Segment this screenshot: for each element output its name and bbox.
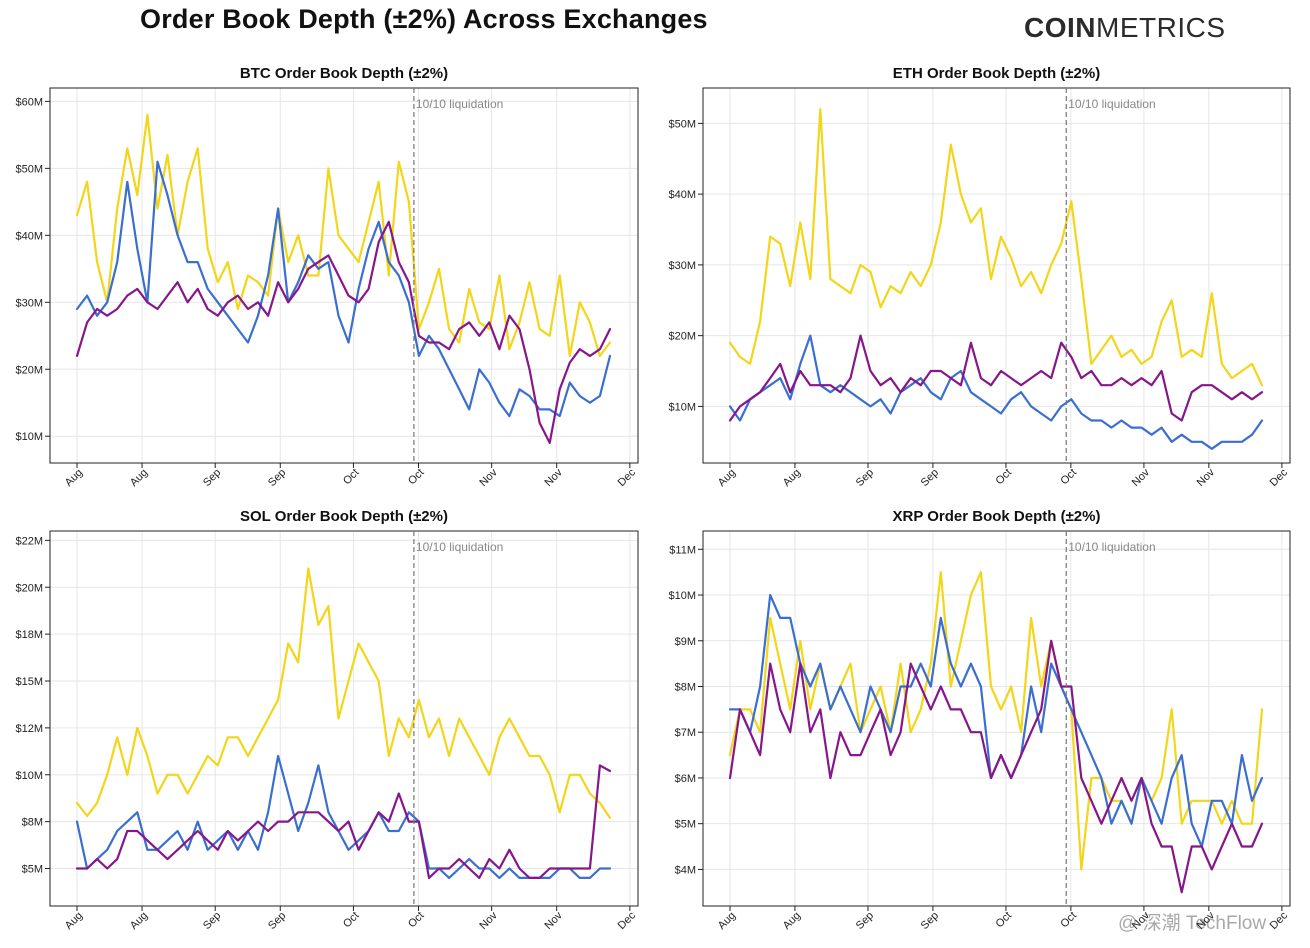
logo-text-light: METRICS	[1096, 12, 1226, 43]
y-tick-label: $20M	[15, 364, 43, 376]
coinmetrics-logo: COINMETRICS	[1024, 12, 1226, 44]
y-tick-label: $5M	[22, 864, 43, 876]
y-tick-label: $8M	[22, 817, 43, 829]
series-line-yellow	[75, 567, 612, 819]
chart-title: BTC Order Book Depth (±2%)	[240, 65, 448, 82]
chart-title: SOL Order Book Depth (±2%)	[240, 508, 448, 525]
x-tick-label: Sep	[201, 910, 223, 932]
page-title: Order Book Depth (±2%) Across Exchanges	[140, 4, 708, 34]
series-line-blue	[728, 334, 1264, 450]
y-tick-label: $12M	[15, 723, 43, 735]
x-tick-label: Oct	[1058, 910, 1079, 931]
y-tick-label: $22M	[15, 535, 43, 547]
chart-panel-2: $5M $8M $10M $12M $15M $18M $20M $22M Aug Aug Sep S…	[15, 508, 639, 932]
x-tick-label: Nov	[542, 466, 565, 489]
x-tick-label: Nov	[477, 466, 500, 489]
series-line-purple	[728, 334, 1264, 422]
x-tick-label: Nov	[1130, 909, 1153, 932]
plot-frame	[702, 87, 1291, 464]
series-line-yellow	[75, 113, 612, 357]
x-tick-label: Sep	[266, 467, 288, 489]
y-tick-label: $11M	[669, 544, 696, 556]
series-line-blue	[75, 754, 612, 879]
series-line-purple	[75, 220, 612, 444]
y-tick-label: $5M	[675, 819, 696, 831]
y-tick-label: $6M	[675, 773, 696, 785]
y-tick-label: $50M	[668, 118, 696, 130]
plot-frame	[49, 87, 639, 464]
y-tick-label: $18M	[15, 629, 43, 641]
x-tick-label: Dec	[1268, 909, 1291, 932]
y-tick-label: $10M	[15, 770, 43, 782]
x-tick-label: Nov	[1195, 466, 1218, 489]
x-tick-label: Nov	[477, 909, 500, 932]
x-tick-label: Sep	[919, 467, 941, 489]
y-tick-label: $60M	[15, 96, 43, 108]
x-tick-label: Sep	[854, 910, 876, 932]
x-tick-label: Oct	[341, 467, 362, 488]
plot-frame	[702, 530, 1291, 907]
chart-panel-1: $10M $20M $30M $40M $50M Aug Aug Sep Sep Oct Oct No…	[668, 65, 1291, 489]
y-tick-label: $40M	[15, 230, 43, 242]
x-tick-label: Sep	[266, 910, 288, 932]
x-tick-label: Aug	[128, 910, 150, 932]
y-tick-label: $7M	[675, 727, 696, 739]
x-tick-label: Oct	[993, 467, 1014, 488]
x-tick-label: Nov	[1130, 466, 1153, 489]
series-line-yellow	[728, 571, 1264, 871]
x-tick-label: Nov	[1195, 909, 1218, 932]
x-tick-label: Dec	[1268, 466, 1291, 489]
x-tick-label: Aug	[781, 467, 803, 489]
series-line-yellow	[728, 108, 1264, 387]
y-tick-label: $10M	[15, 431, 43, 443]
plot-area	[703, 88, 1290, 463]
chart-panel-3: $4M $5M $6M $7M $8M $9M $10M $11M Aug Aug Sep Sep Oc…	[668, 508, 1291, 932]
y-tick-label: $30M	[668, 260, 696, 272]
y-tick-label: $10M	[668, 401, 696, 413]
y-tick-label: $20M	[668, 331, 696, 343]
chart-panel-0: $10M $20M $30M $40M $50M $60M Aug Aug Sep Sep Oct O…	[15, 65, 639, 489]
liquidation-label: 10/10 liquidation	[416, 540, 503, 554]
x-tick-label: Aug	[128, 467, 150, 489]
liquidation-label: 10/10 liquidation	[416, 97, 503, 111]
chart-title: ETH Order Book Depth (±2%)	[893, 65, 1100, 82]
x-tick-label: Aug	[716, 910, 738, 932]
y-tick-label: $15M	[15, 676, 43, 688]
y-tick-label: $10M	[668, 590, 696, 602]
y-tick-label: $8M	[675, 681, 696, 693]
y-tick-label: $4M	[675, 864, 696, 876]
plot-area	[703, 531, 1290, 906]
series-line-purple	[75, 764, 612, 879]
x-tick-label: Aug	[63, 910, 85, 932]
x-tick-label: Sep	[854, 467, 876, 489]
x-tick-label: Sep	[201, 467, 223, 489]
x-tick-label: Dec	[616, 909, 639, 932]
y-tick-label: $40M	[668, 189, 696, 201]
x-tick-label: Aug	[781, 910, 803, 932]
x-tick-label: Nov	[542, 909, 565, 932]
watermark-text: @ 深潮 TechFlow	[1118, 913, 1267, 934]
logo-text-bold: COIN	[1024, 12, 1096, 43]
y-tick-label: $9M	[675, 636, 696, 648]
x-tick-label: Oct	[406, 467, 427, 488]
y-tick-label: $20M	[15, 582, 43, 594]
liquidation-label: 10/10 liquidation	[1068, 540, 1155, 554]
x-tick-label: Oct	[1058, 467, 1079, 488]
y-tick-label: $30M	[15, 297, 43, 309]
x-tick-label: Oct	[341, 910, 362, 931]
plot-area	[50, 88, 638, 463]
x-tick-label: Dec	[616, 466, 639, 489]
x-tick-label: Oct	[993, 910, 1014, 931]
x-tick-label: Aug	[716, 467, 738, 489]
chart-title: XRP Order Book Depth (±2%)	[893, 508, 1101, 525]
x-tick-label: Oct	[406, 910, 427, 931]
series-line-blue	[75, 160, 612, 418]
x-tick-label: Aug	[63, 467, 85, 489]
plot-frame	[49, 530, 639, 907]
x-tick-label: Sep	[919, 910, 941, 932]
liquidation-label: 10/10 liquidation	[1068, 97, 1155, 111]
y-tick-label: $50M	[15, 163, 43, 175]
series-line-purple	[728, 639, 1264, 894]
